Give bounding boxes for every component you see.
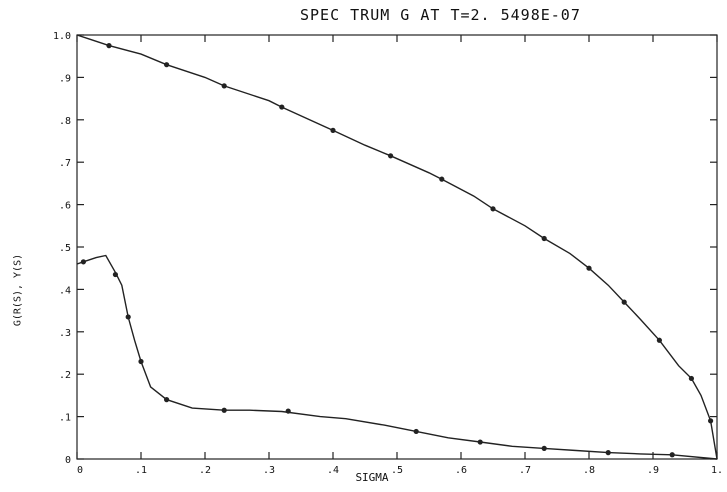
series-1-point <box>586 265 592 271</box>
series-1-point <box>688 375 695 382</box>
chart-title: SPEC TRUM G AT T=2. 5498E-07 <box>300 6 581 24</box>
x-tick-label: .4 <box>327 465 339 476</box>
y-tick-label: .5 <box>59 243 71 254</box>
y-tick-label: .6 <box>59 201 71 212</box>
axes: 0.1.2.3.4.5.6.7.8.9 1.0.1.2.3.4.5.6.7.8.9… <box>53 31 723 476</box>
series-1-point <box>106 43 112 49</box>
x-tick-label: 1. <box>711 465 723 476</box>
y-tick-label: .9 <box>59 73 71 84</box>
y-tick-label: 1.0 <box>53 31 71 42</box>
x-tick-label: .1 <box>135 465 147 476</box>
x-tick-label: .5 <box>391 465 403 476</box>
series-2-point <box>80 259 86 265</box>
y-tick-label: 0 <box>65 455 71 466</box>
x-tick-label: .2 <box>199 465 211 476</box>
series-1-point <box>279 104 285 110</box>
series-2-point <box>541 445 547 451</box>
y-tick-label: .2 <box>59 370 71 381</box>
series-2-point <box>138 358 144 365</box>
y-tick-label: .1 <box>59 413 71 424</box>
series-2-point <box>605 450 611 456</box>
series-layer <box>76 34 718 460</box>
series-1-point <box>439 176 445 182</box>
x-tick-label: 0 <box>77 465 83 476</box>
series-2-point <box>164 397 170 403</box>
series-2-point <box>285 408 291 414</box>
series-1-point <box>221 83 227 89</box>
series-1-point <box>164 62 170 68</box>
x-tick-label: .9 <box>647 465 659 476</box>
series-2-point <box>221 407 227 413</box>
series-2-line <box>76 254 718 460</box>
series-1-line <box>76 34 718 460</box>
series-2-point <box>125 314 131 320</box>
x-tick-label: .3 <box>263 465 275 476</box>
series-1-point <box>656 337 663 343</box>
y-tick-label: .4 <box>59 285 71 296</box>
series-1-point <box>621 299 627 305</box>
y-tick-label: .7 <box>59 158 71 169</box>
series-2-point <box>112 271 118 278</box>
series-2-point <box>413 428 419 435</box>
series-2-point <box>669 452 675 458</box>
series-1-point <box>708 418 714 424</box>
x-tick-label: .8 <box>583 465 595 476</box>
x-tick-label: .6 <box>455 465 467 476</box>
series-1-point <box>388 153 394 159</box>
x-axis-label: SIGMA <box>355 471 389 484</box>
y-tick-label: .3 <box>59 328 71 339</box>
y-tick-label: .8 <box>59 116 71 127</box>
x-tick-label: .7 <box>519 465 531 476</box>
plot-frame <box>76 34 718 460</box>
series-1-point <box>541 235 547 242</box>
series-1-point <box>330 127 336 133</box>
series-1-point <box>490 206 496 212</box>
series-2-point <box>477 439 483 445</box>
